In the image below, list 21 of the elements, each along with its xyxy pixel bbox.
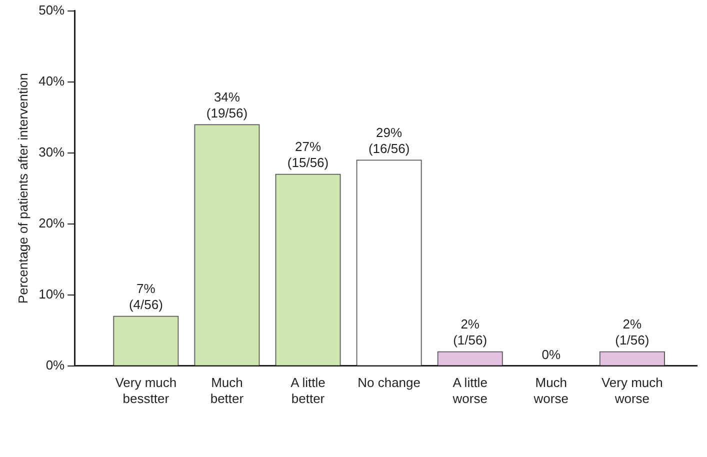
x-tick-label: Much better	[210, 375, 244, 406]
data-label: 34% (19/56)	[206, 89, 248, 120]
x-tick-label: Very much worse	[601, 375, 663, 406]
y-tick-label: 20%	[38, 215, 66, 230]
data-label: 27% (15/56)	[287, 139, 329, 170]
y-tick-label: 0%	[46, 357, 66, 372]
x-tick-label: No change	[358, 375, 420, 390]
y-tick-label: 40%	[38, 73, 66, 88]
y-tick-label: 10%	[38, 286, 66, 302]
y-tick-label: 50%	[38, 2, 66, 18]
x-tick-label: A little better	[290, 375, 326, 406]
data-label: 29% (16/56)	[368, 124, 410, 156]
y-axis-title: Percentage of patients after intervention	[15, 73, 30, 304]
x-tick-label: A little worse	[452, 375, 488, 406]
y-tick-label: 30%	[38, 144, 66, 160]
x-tick-label: Much worse	[532, 375, 568, 406]
data-label: 2% (1/56)	[453, 316, 488, 348]
data-label: 7% (4/56)	[128, 281, 163, 312]
x-tick-label: Very much besstter	[115, 375, 177, 406]
data-label: 2% (1/56)	[615, 316, 650, 348]
data-label: 0%	[542, 346, 561, 362]
